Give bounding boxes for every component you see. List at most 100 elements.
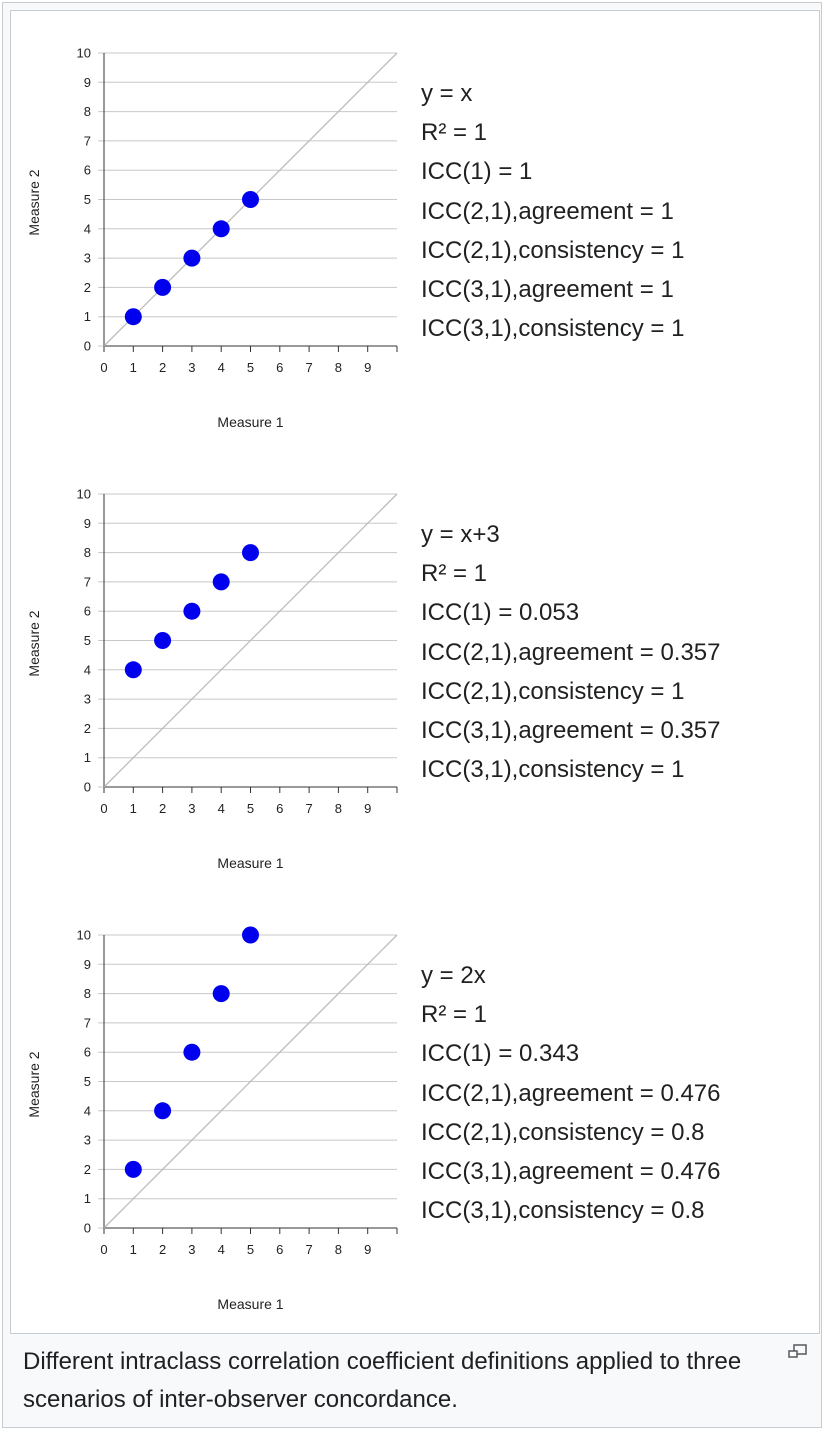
y-tick-label: 4 xyxy=(84,662,91,677)
x-tick-label: 1 xyxy=(130,1242,137,1257)
stat-line: ICC(1) = 0.053 xyxy=(421,599,580,627)
stat-line: ICC(3,1),agreement = 0.476 xyxy=(421,1158,721,1186)
chart-panel-2: 0 1 2 3 4 5 6 7 8 9 10 0 1 2 3 4 5 6 7 8 9 Measure 1 Measure 2… xyxy=(11,452,819,892)
y-tick-label: 0 xyxy=(84,1221,91,1236)
y-tick-label: 7 xyxy=(84,574,91,589)
y-tick-label: 2 xyxy=(84,280,91,295)
x-tick-label: 8 xyxy=(335,360,342,375)
scatter-chart-1: 0 1 2 3 4 5 6 7 8 9 10 0 1 2 3 4 5 6 7 8 9 Measure 1 Measure 2 xyxy=(26,46,398,430)
y-tick-label: 10 xyxy=(77,928,91,943)
y-tick-label: 5 xyxy=(84,192,91,207)
x-axis-title: Measure 1 xyxy=(217,1296,283,1312)
x-tick-label: 0 xyxy=(100,1242,107,1257)
x-tick-label: 0 xyxy=(100,360,107,375)
x-tick-label: 1 xyxy=(130,801,137,816)
data-point xyxy=(183,249,201,267)
y-tick-label: 4 xyxy=(84,221,91,236)
stats-list-2: y = x+3 R² = 1 ICC(1) = 0.053 ICC(2,1),agre… xyxy=(421,515,721,789)
stat-line: R² = 1 xyxy=(421,119,488,147)
figure-caption: Different intraclass correlation coeffic… xyxy=(23,1348,742,1413)
x-tick-label: 6 xyxy=(276,801,283,816)
x-tick-label: 9 xyxy=(364,360,371,375)
x-axis-title: Measure 1 xyxy=(217,414,283,430)
y-tick-label: 3 xyxy=(84,251,91,266)
x-tick-label: 5 xyxy=(247,360,254,375)
data-point xyxy=(242,191,259,208)
data-point xyxy=(183,602,201,620)
x-tick-label: 5 xyxy=(247,801,254,816)
y-tick-label: 7 xyxy=(84,1015,91,1030)
enlarge-icon[interactable] xyxy=(787,1343,809,1363)
y-tick-label: 5 xyxy=(84,633,91,648)
stat-line: ICC(3,1),agreement = 1 xyxy=(421,276,674,304)
scatter-chart-3: 0 1 2 3 4 5 6 7 8 9 10 0 1 2 3 4 5 6 7 8 9 Measure 1 Measure 2 xyxy=(26,926,398,1312)
scatter-chart-2: 0 1 2 3 4 5 6 7 8 9 10 0 1 2 3 4 5 6 7 8 9 Measure 1 Measure 2 xyxy=(26,487,398,871)
x-tick-label: 0 xyxy=(100,801,107,816)
y-tick-label: 6 xyxy=(84,604,91,619)
y-tick-label: 1 xyxy=(84,750,91,765)
data-point xyxy=(183,1043,201,1061)
stat-line: ICC(2,1),consistency = 1 xyxy=(421,236,685,264)
y-tick-label: 1 xyxy=(84,1191,91,1206)
x-tick-label: 4 xyxy=(218,1242,225,1257)
y-tick-label: 10 xyxy=(77,46,91,61)
stat-line: y = x xyxy=(421,80,473,107)
data-point xyxy=(212,573,230,591)
x-tick-label: 2 xyxy=(159,1242,166,1257)
stat-line: y = 2x xyxy=(421,962,486,989)
stat-line: ICC(2,1),consistency = 0.8 xyxy=(421,1118,705,1146)
stats-list-1: y = x R² = 1 ICC(1) = 1 ICC(2,1),agreement … xyxy=(421,74,684,348)
x-tick-label: 2 xyxy=(159,801,166,816)
reference-line xyxy=(103,934,398,1229)
chart-panel-3: 0 1 2 3 4 5 6 7 8 9 10 0 1 2 3 4 5 6 7 8 9 Measure 1 Measure 2… xyxy=(11,893,819,1333)
y-tick-label: 8 xyxy=(84,986,91,1001)
stat-line: ICC(2,1),agreement = 0.476 xyxy=(421,1079,721,1107)
stat-line: ICC(1) = 0.343 xyxy=(421,1040,580,1068)
y-tick-label: 10 xyxy=(77,487,91,502)
y-tick-label: 0 xyxy=(84,780,91,795)
x-tick-label: 9 xyxy=(364,801,371,816)
data-point xyxy=(154,632,172,649)
data-point xyxy=(154,278,172,296)
stat-line: ICC(2,1),consistency = 1 xyxy=(421,677,685,705)
figure-image[interactable]: 0 1 2 3 4 5 6 7 8 9 10 0 1 2 3 4 5 6 7 8 9 Measure 1 Measure 2… xyxy=(10,10,820,1334)
x-tick-label: 7 xyxy=(305,801,312,816)
y-tick-label: 3 xyxy=(84,692,91,707)
stat-line: ICC(1) = 1 xyxy=(421,158,533,186)
y-tick-label: 9 xyxy=(84,957,91,972)
stat-line: ICC(3,1),agreement = 0.357 xyxy=(421,717,721,745)
y-tick-label: 7 xyxy=(84,133,91,148)
stat-line: ICC(2,1),agreement = 0.357 xyxy=(421,638,721,666)
data-point xyxy=(124,308,142,326)
y-tick-label: 4 xyxy=(84,1103,91,1118)
y-tick-label: 6 xyxy=(84,1045,91,1060)
y-tick-label: 8 xyxy=(84,545,91,560)
y-tick-label: 0 xyxy=(84,339,91,354)
data-point xyxy=(154,1102,172,1120)
y-tick-label: 5 xyxy=(84,1074,91,1089)
x-tick-label: 3 xyxy=(188,1242,195,1257)
x-tick-label: 3 xyxy=(188,801,195,816)
x-tick-label: 7 xyxy=(305,1242,312,1257)
x-tick-label: 7 xyxy=(305,360,312,375)
y-axis-title: Measure 2 xyxy=(26,1051,42,1117)
data-point xyxy=(212,220,230,238)
y-tick-label: 2 xyxy=(84,721,91,736)
x-tick-label: 9 xyxy=(364,1242,371,1257)
x-tick-label: 4 xyxy=(218,801,225,816)
x-axis-title: Measure 1 xyxy=(217,855,283,871)
stat-line: ICC(3,1),consistency = 1 xyxy=(421,315,685,343)
stat-line: R² = 1 xyxy=(421,1001,488,1029)
data-point xyxy=(124,1160,142,1178)
data-point xyxy=(124,661,142,679)
x-tick-label: 2 xyxy=(159,360,166,375)
x-tick-label: 8 xyxy=(335,1242,342,1257)
x-tick-label: 4 xyxy=(218,360,225,375)
y-tick-label: 1 xyxy=(84,309,91,324)
stat-line: ICC(3,1),consistency = 1 xyxy=(421,756,685,784)
x-tick-label: 1 xyxy=(130,360,137,375)
y-axis-title: Measure 2 xyxy=(26,169,42,235)
y-axis-title: Measure 2 xyxy=(26,610,42,676)
x-tick-label: 6 xyxy=(276,1242,283,1257)
